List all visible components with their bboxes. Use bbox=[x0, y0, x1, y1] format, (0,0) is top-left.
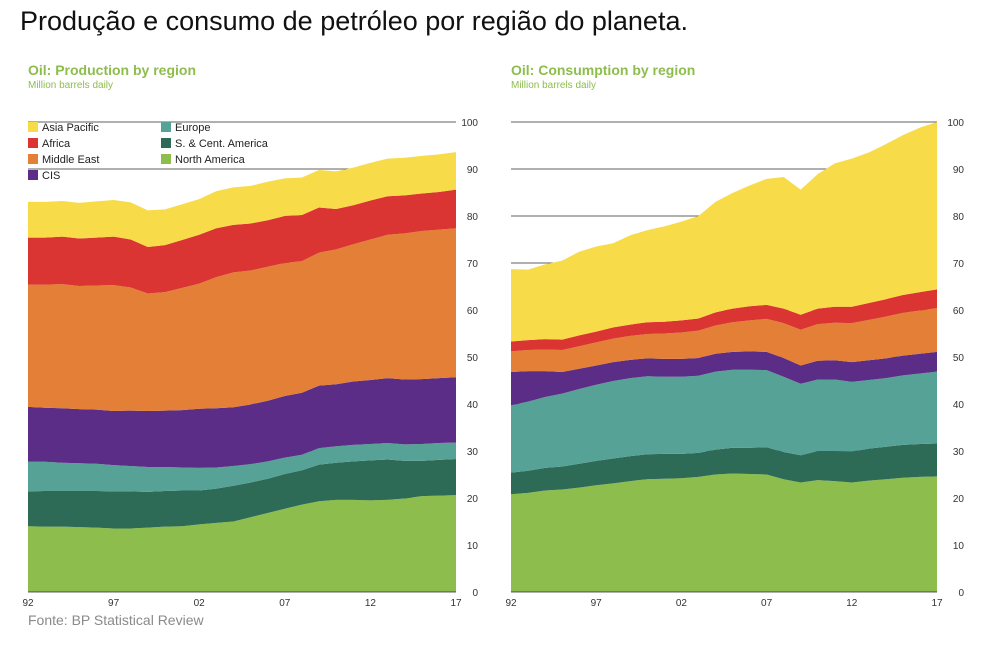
production-x-tick-17: 17 bbox=[450, 598, 462, 609]
source-note: Fonte: BP Statistical Review bbox=[28, 612, 204, 628]
consumption-x-tick-97: 97 bbox=[591, 598, 603, 609]
production-y-tick-90: 90 bbox=[467, 165, 479, 176]
production-x-tick-97: 97 bbox=[108, 598, 120, 609]
production-y-tick-30: 30 bbox=[467, 447, 479, 458]
production-y-tick-70: 70 bbox=[467, 259, 479, 270]
legend-swatch-north-america bbox=[161, 154, 171, 164]
production-y-tick-40: 40 bbox=[467, 400, 479, 411]
production-area-asia-pacific bbox=[28, 152, 456, 248]
legend-label-europe: Europe bbox=[175, 122, 210, 134]
production-y-tick-80: 80 bbox=[467, 212, 479, 223]
legend-item-cis: CIS bbox=[28, 170, 60, 182]
chart-legend: Asia Pacific Africa Middle East CIS Europe S.… bbox=[28, 122, 269, 182]
legend-label-north-america: North America bbox=[175, 154, 246, 166]
legend-item-europe: Europe bbox=[161, 122, 210, 134]
consumption-x-tick-07: 07 bbox=[761, 598, 773, 609]
production-area-cis bbox=[28, 377, 456, 468]
production-y-tick-50: 50 bbox=[467, 353, 479, 364]
consumption-y-tick-10: 10 bbox=[953, 541, 965, 552]
consumption-area-north-america bbox=[511, 473, 937, 592]
legend-item-asia-pacific: Asia Pacific bbox=[28, 122, 99, 134]
production-y-tick-0: 0 bbox=[472, 588, 478, 599]
consumption-area-cis bbox=[511, 351, 937, 406]
consumption-y-tick-60: 60 bbox=[953, 306, 965, 317]
legend-label-s-cent-america: S. & Cent. America bbox=[175, 138, 269, 150]
legend-item-africa: Africa bbox=[28, 138, 71, 150]
production-x-tick-02: 02 bbox=[194, 598, 206, 609]
legend-swatch-asia-pacific bbox=[28, 122, 38, 132]
production-x-tick-07: 07 bbox=[279, 598, 291, 609]
consumption-x-tick-92: 92 bbox=[505, 598, 517, 609]
consumption-y-tick-40: 40 bbox=[953, 400, 965, 411]
production-y-tick-10: 10 bbox=[467, 541, 479, 552]
legend-label-asia-pacific: Asia Pacific bbox=[42, 122, 99, 134]
legend-item-s-cent-america: S. & Cent. America bbox=[161, 138, 269, 150]
consumption-area-africa bbox=[511, 289, 937, 352]
production-area-europe bbox=[28, 442, 456, 492]
legend-swatch-s-cent-america bbox=[161, 138, 171, 148]
consumption-y-tick-50: 50 bbox=[953, 353, 965, 364]
consumption-area-s-cent-america bbox=[511, 443, 937, 495]
legend-item-north-america: North America bbox=[161, 154, 246, 166]
legend-swatch-cis bbox=[28, 170, 38, 180]
consumption-x-tick-02: 02 bbox=[676, 598, 688, 609]
production-y-tick-20: 20 bbox=[467, 494, 479, 505]
legend-item-middle-east: Middle East bbox=[28, 154, 99, 166]
legend-swatch-middle-east bbox=[28, 154, 38, 164]
consumption-areas bbox=[511, 122, 937, 592]
legend-label-cis: CIS bbox=[42, 170, 60, 182]
production-area-africa bbox=[28, 189, 456, 294]
production-chart: 0 10 20 30 40 50 60 70 80 90 100 92 97 02 07 12 17 bbox=[22, 118, 478, 609]
production-area-north-america bbox=[28, 495, 456, 592]
consumption-area-asia-pacific bbox=[511, 122, 937, 342]
consumption-y-tick-90: 90 bbox=[953, 165, 965, 176]
consumption-y-tick-100: 100 bbox=[947, 118, 964, 129]
production-x-tick-12: 12 bbox=[365, 598, 377, 609]
consumption-y-tick-0: 0 bbox=[958, 588, 964, 599]
consumption-x-tick-12: 12 bbox=[846, 598, 858, 609]
consumption-chart-title: Oil: Consumption by region bbox=[511, 62, 696, 78]
production-areas bbox=[28, 152, 456, 592]
production-chart-subtitle: Million barrels daily bbox=[28, 80, 114, 91]
legend-label-africa: Africa bbox=[42, 138, 71, 150]
production-area-s-cent-america bbox=[28, 458, 456, 529]
production-x-tick-92: 92 bbox=[22, 598, 34, 609]
consumption-y-tick-70: 70 bbox=[953, 259, 965, 270]
consumption-y-tick-80: 80 bbox=[953, 212, 965, 223]
page-title: Produção e consumo de petróleo por regiã… bbox=[20, 6, 688, 36]
production-area-middle-east bbox=[28, 228, 456, 412]
consumption-x-tick-17: 17 bbox=[931, 598, 943, 609]
legend-swatch-europe bbox=[161, 122, 171, 132]
consumption-y-tick-30: 30 bbox=[953, 447, 965, 458]
legend-label-middle-east: Middle East bbox=[42, 154, 99, 166]
consumption-area-europe bbox=[511, 369, 937, 473]
consumption-area-middle-east bbox=[511, 308, 937, 373]
consumption-chart: 0 10 20 30 40 50 60 70 80 90 100 92 97 02 07 12 17 bbox=[505, 118, 964, 609]
legend-swatch-africa bbox=[28, 138, 38, 148]
production-y-tick-100: 100 bbox=[461, 118, 478, 129]
production-chart-title: Oil: Production by region bbox=[28, 62, 196, 78]
consumption-chart-subtitle: Million barrels daily bbox=[511, 80, 597, 91]
consumption-y-tick-20: 20 bbox=[953, 494, 965, 505]
production-y-tick-60: 60 bbox=[467, 306, 479, 317]
